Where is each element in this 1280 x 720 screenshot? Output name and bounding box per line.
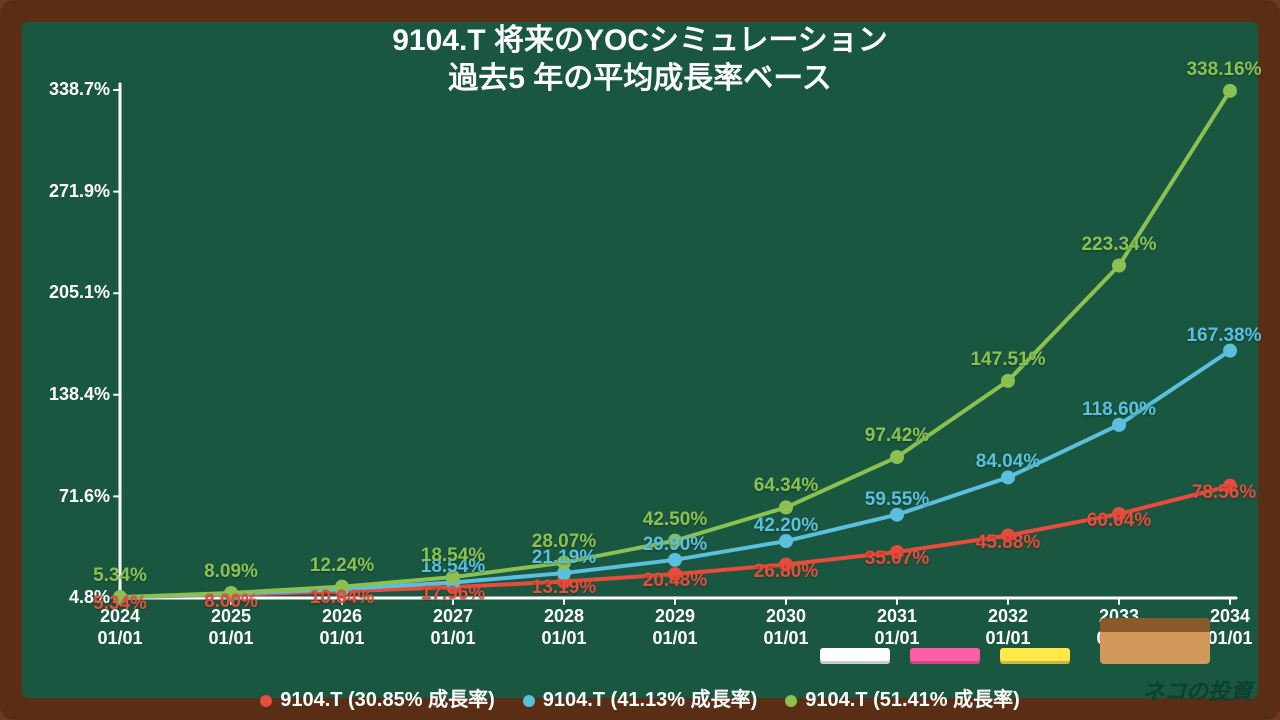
legend-item: 9104.T (30.85% 成長率): [260, 683, 495, 712]
data-label: 17.96%: [421, 583, 485, 605]
legend-item: 9104.T (51.41% 成長率): [785, 683, 1020, 712]
y-tick-label: 338.7%: [49, 79, 110, 100]
data-label: 97.42%: [865, 425, 929, 447]
data-label: 167.38%: [1186, 325, 1261, 347]
data-label: 42.50%: [643, 509, 707, 531]
series-marker: [779, 500, 793, 514]
data-label: 8.09%: [204, 561, 258, 583]
chalk-icon: [910, 648, 980, 664]
legend-marker-icon: [260, 695, 272, 707]
legend-item: 9104.T (41.13% 成長率): [523, 683, 758, 712]
data-label: 147.51%: [970, 349, 1045, 371]
data-label: 35.07%: [865, 548, 929, 570]
y-tick-label: 205.1%: [49, 282, 110, 303]
series-marker: [890, 450, 904, 464]
data-label: 13.19%: [532, 577, 596, 599]
data-label: 18.54%: [421, 545, 485, 567]
watermark: ネコの投資: [1142, 674, 1252, 706]
chalk-icon: [820, 648, 890, 664]
data-label: 78.56%: [1192, 482, 1256, 504]
data-label: 223.34%: [1081, 234, 1156, 256]
data-label: 45.88%: [976, 532, 1040, 554]
data-label: 8.00%: [204, 591, 258, 613]
data-label: 59.55%: [865, 489, 929, 511]
series-marker: [1001, 374, 1015, 388]
x-tick-label: 2029 01/01: [630, 606, 720, 649]
series-marker: [1223, 84, 1237, 98]
legend: 9104.T (30.85% 成長率) 9104.T (41.13% 成長率) 91…: [0, 683, 1280, 712]
data-label: 10.84%: [310, 587, 374, 609]
data-label: 84.04%: [976, 451, 1040, 473]
data-label: 28.07%: [532, 531, 596, 553]
y-tick-label: 71.6%: [59, 486, 110, 507]
data-label: 5.34%: [93, 593, 147, 615]
x-tick-label: 2028 01/01: [519, 606, 609, 649]
y-tick-label: 271.9%: [49, 181, 110, 202]
y-tick-label: 138.4%: [49, 384, 110, 405]
data-label: 338.16%: [1186, 59, 1261, 81]
chart-root: 9104.T 将来のYOCシミュレーション 過去5 年の平均成長率ベース4.8%…: [0, 0, 1280, 720]
data-label: 26.80%: [754, 561, 818, 583]
data-label: 118.60%: [1082, 399, 1156, 421]
legend-marker-icon: [785, 695, 797, 707]
x-tick-label: 2031 01/01: [852, 606, 942, 649]
data-label: 42.20%: [754, 515, 818, 537]
legend-label: 9104.T (51.41% 成長率): [805, 689, 1020, 711]
data-label: 29.90%: [643, 534, 707, 556]
series-marker: [1112, 259, 1126, 273]
legend-label: 9104.T (30.85% 成長率): [280, 689, 495, 711]
x-tick-label: 2030 01/01: [741, 606, 831, 649]
data-label: 12.24%: [310, 555, 374, 577]
data-label: 20.48%: [643, 570, 707, 592]
x-tick-label: 2032 01/01: [963, 606, 1053, 649]
data-label: 5.34%: [93, 565, 147, 587]
data-label: 64.34%: [754, 475, 818, 497]
data-label: 60.04%: [1087, 510, 1151, 532]
legend-label: 9104.T (41.13% 成長率): [543, 689, 758, 711]
x-tick-label: 2027 01/01: [408, 606, 498, 649]
chalk-icon: [1000, 648, 1070, 664]
legend-marker-icon: [523, 695, 535, 707]
x-tick-label: 2026 01/01: [297, 606, 387, 649]
eraser-icon: [1100, 618, 1210, 664]
